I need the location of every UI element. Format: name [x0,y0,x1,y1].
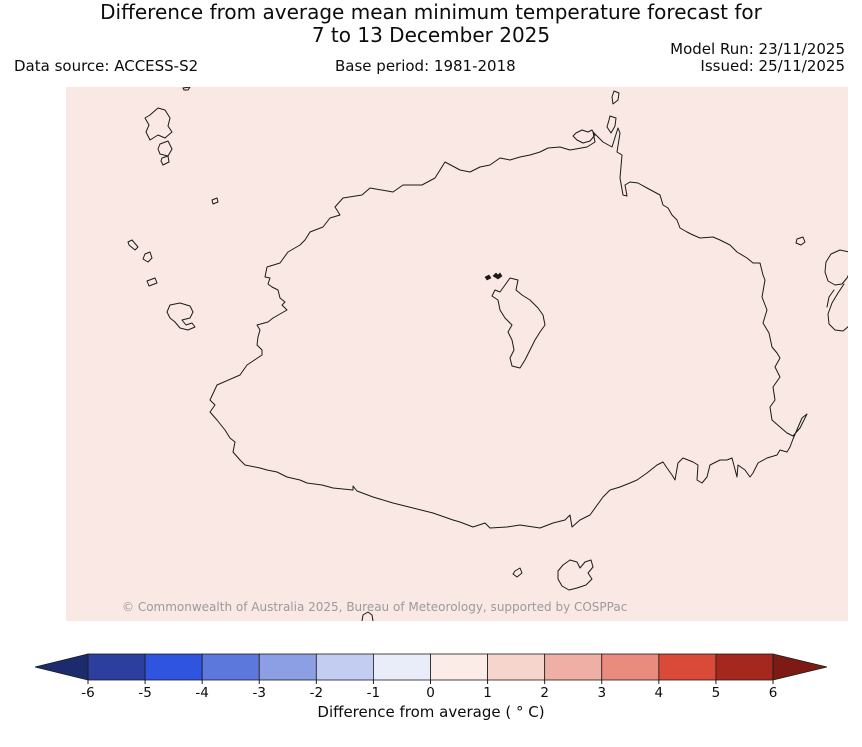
colorbar-segment--3-to--2 [258,653,317,681]
coastline-yasawa-3 [160,155,170,166]
colorbar-tick-label: 1 [483,685,492,701]
colorbar-segment--2-to--1 [315,653,374,681]
colorbar-segment-1-to-2 [487,653,546,681]
colorbar-segment-0-to-1 [430,653,488,681]
colorbar-segment--6-to--5 [87,653,146,681]
coastline-mamanuca-3 [146,277,158,287]
colorbar-segment--4-to--3 [201,653,260,681]
coastline-mamanuca-1 [127,239,139,251]
colorbar-segment-3-to-4 [601,653,660,681]
colorbar-tick-label: 0 [426,685,435,701]
colorbar-tick-label: -2 [310,685,323,701]
coastline-yasawa-4 [211,197,219,205]
coastline-islet-east [795,236,806,246]
colorbar-axis-label: Difference from average ( ° C) [317,703,545,721]
colorbar-arrow-below-min [34,653,89,681]
colorbar-tick-label: -4 [195,685,208,701]
coastline-heart-islet [572,129,596,144]
coastline-islet-top-edge [182,87,191,91]
coastline-mamanuca-2 [142,251,153,263]
coastline-yasawa-2 [157,140,173,157]
coastline-islet-diamond [512,567,523,578]
colorbar-tick-label: 3 [597,685,606,701]
coastline-nananu-1 [611,90,620,105]
lake-inlet-marks [484,272,503,281]
colorbar-segment-4-to-5 [658,653,717,681]
colorbar-tick-label: 5 [712,685,721,701]
colorbar-tick-label: -3 [253,685,266,701]
coastline-beqa [557,559,594,591]
colorbar-segment-2-to-3 [544,653,603,681]
colorbar-segment--1-to-0 [373,653,431,681]
coastline-inland-lake [491,277,546,369]
coastline-ovalau-outer [824,249,848,286]
colorbar-segment--5-to--4 [144,653,203,681]
colorbar-tick-label: -1 [367,685,380,701]
colorbar-graphic: -6 -5 -4 -3 -2 -1 0 1 2 3 4 5 6 [34,653,828,701]
coastline-nananu-2 [606,115,617,134]
base-period-label: Base period: 1981-2018 [335,57,516,75]
coastline-islet-bottom-clipped [361,611,374,621]
coastline-yasawa-1 [144,107,173,141]
page-title: Difference from average mean minimum tem… [0,1,862,47]
data-source-label: Data source: ACCESS-S2 [14,57,199,75]
fiji-coastline-map [127,87,848,621]
temperature-anomaly-colorbar: -6 -5 -4 -3 -2 -1 0 1 2 3 4 5 6 [0,650,862,710]
copyright-notice: © Commonwealth of Australia 2025, Bureau… [122,600,628,614]
model-run-label: Model Run: 23/11/2025 [670,40,845,58]
coastline-ovalau-hook [826,289,835,308]
colorbar-tick-label: -6 [81,685,94,701]
forecast-map-panel: © Commonwealth of Australia 2025, Bureau… [66,87,848,621]
colorbar-tick-label: -5 [138,685,151,701]
title-line-2: 7 to 13 December 2025 [311,23,551,47]
colorbar-segment-5-to-6 [715,653,774,681]
coastline-viti-levu [209,127,808,529]
colorbar-tick-label: 2 [540,685,549,701]
coastline-ovalau-tail [827,283,848,332]
colorbar-tick-label: 4 [655,685,664,701]
colorbar-tick-label: 6 [769,685,778,701]
issued-label: Issued: 25/11/2025 [700,57,845,75]
title-line-1: Difference from average mean minimum tem… [100,0,762,24]
colorbar-arrow-above-max [772,653,828,681]
coastline-malolo [166,302,196,331]
